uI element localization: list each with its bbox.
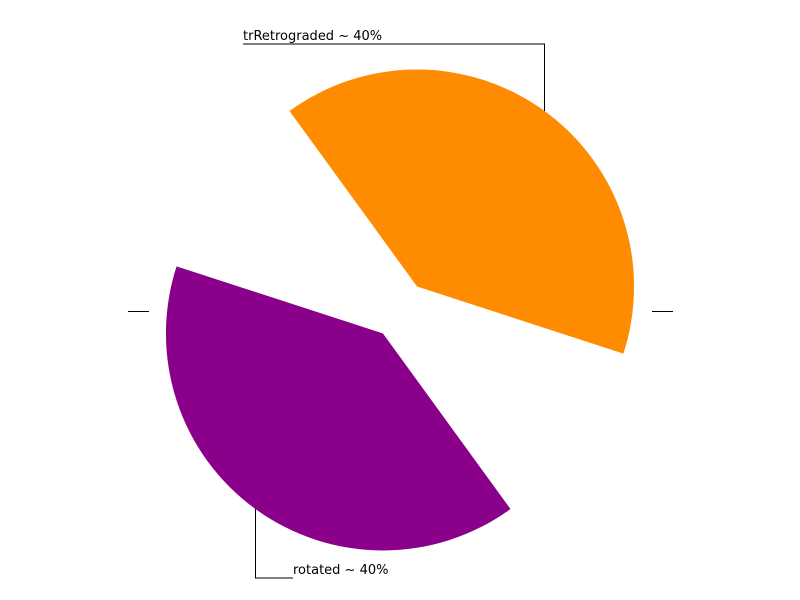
pie-labels: trRetrograded ~ 40% rotated ~ 40% [128,29,673,579]
label-leader-line [255,509,293,579]
label-leader-line [243,43,545,111]
pie-slice [423,327,630,503]
slice-label: rotated ~ 40% [293,563,388,578]
pie-slice [289,69,635,354]
slice-label: trRetrograded ~ 40% [243,29,382,44]
pie-slice [165,266,511,551]
pie-slice [170,117,377,293]
pie-slices [165,69,635,551]
